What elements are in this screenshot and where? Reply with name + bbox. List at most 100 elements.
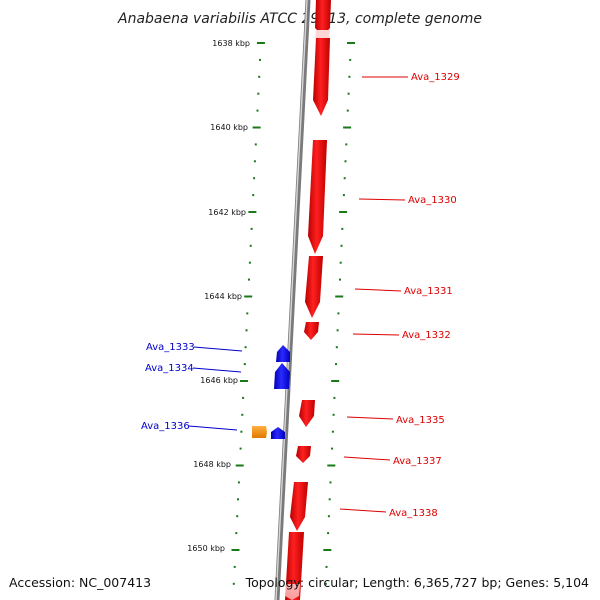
minor-tick — [237, 481, 240, 484]
gene-arrow-ava1330[interactable] — [308, 140, 327, 254]
scale-labels: 1638 kbp 1640 kbp 1642 kbp 1644 kbp 1646… — [187, 39, 250, 553]
minor-tick — [341, 227, 344, 230]
major-tick — [335, 295, 344, 298]
left-tick-track — [231, 42, 265, 585]
leader-line-ava1336 — [188, 425, 238, 431]
minor-tick — [245, 329, 248, 332]
minor-tick — [328, 498, 331, 501]
leader-line-ava1338 — [339, 508, 387, 513]
gene-arrow-ava1334[interactable] — [274, 363, 290, 389]
gene-label-ava1333[interactable]: Ava_1333 — [146, 342, 195, 353]
minor-tick — [237, 498, 239, 501]
right-tick-track — [323, 42, 355, 585]
minor-tick — [327, 532, 330, 535]
minor-tick — [239, 447, 242, 450]
minor-tick — [346, 109, 349, 112]
minor-tick — [336, 329, 339, 332]
minor-tick — [335, 363, 337, 366]
major-tick — [323, 549, 332, 551]
leader-line-ava1335 — [346, 416, 394, 420]
minor-tick — [340, 244, 343, 247]
forward-gene-labels: Ava_1333 Ava_1334 Ava_1336 — [141, 342, 243, 432]
gene-label-ava1337[interactable]: Ava_1337 — [393, 456, 442, 467]
minor-tick — [344, 160, 347, 163]
scale-label-1640: 1640 kbp — [210, 123, 248, 132]
minor-tick — [339, 261, 342, 264]
gene-arrow-faint — [315, 30, 330, 38]
genome-summary: Topology: circular; Length: 6,365,727 bp… — [245, 575, 589, 590]
leader-line-ava1333 — [193, 346, 243, 352]
major-tick — [235, 464, 244, 467]
minor-tick — [325, 565, 328, 568]
minor-tick — [233, 565, 236, 568]
minor-tick — [252, 194, 255, 197]
major-tick — [252, 126, 261, 129]
minor-tick — [333, 396, 336, 399]
minor-tick — [250, 227, 253, 230]
minor-tick — [329, 481, 332, 484]
genome-title: Anabaena variabilis ATCC 29413, complete… — [117, 11, 482, 27]
major-tick — [244, 295, 253, 298]
genome-backbone-highlight — [275, 0, 308, 600]
minor-tick — [235, 532, 238, 535]
gene-label-ava1336[interactable]: Ava_1336 — [141, 421, 190, 432]
minor-tick — [249, 244, 252, 247]
minor-tick — [327, 515, 330, 518]
minor-tick — [254, 143, 257, 146]
rna-feature-ava1336[interactable] — [252, 426, 267, 438]
accession-label: Accession: NC_007413 — [9, 575, 151, 590]
major-tick — [343, 126, 352, 129]
leader-line-ava1330 — [358, 198, 406, 201]
gene-label-ava1329[interactable]: Ava_1329 — [411, 72, 460, 83]
leader-line-ava1331 — [354, 288, 402, 292]
scale-label-1646: 1646 kbp — [200, 376, 238, 385]
scale-label-1650: 1650 kbp — [187, 544, 225, 553]
major-tick — [331, 380, 340, 382]
minor-tick — [347, 92, 350, 95]
minor-tick — [332, 413, 335, 416]
gene-arrow-ava1329[interactable] — [313, 38, 330, 116]
minor-tick — [348, 75, 351, 78]
major-tick — [327, 464, 336, 467]
minor-tick — [241, 413, 244, 416]
gene-arrow-ava1332[interactable] — [304, 322, 319, 340]
minor-tick — [248, 261, 251, 264]
gene-arrow-ava1336[interactable] — [271, 427, 285, 439]
leader-line-ava1334 — [192, 367, 242, 373]
gene-label-ava1335[interactable]: Ava_1335 — [396, 415, 445, 426]
minor-tick — [253, 177, 256, 180]
minor-tick — [324, 582, 327, 585]
gene-arrow-bottom-faint — [285, 584, 300, 600]
major-tick — [256, 42, 265, 44]
minor-tick — [257, 92, 260, 95]
minor-tick — [232, 582, 235, 585]
scale-label-1644: 1644 kbp — [204, 292, 242, 301]
minor-tick — [339, 278, 341, 281]
gene-label-ava1331[interactable]: Ava_1331 — [404, 286, 453, 297]
reverse-gene-labels: Ava_1329 Ava_1330 Ava_1331 Ava_1332 Ava_… — [339, 72, 460, 519]
gene-arrow-bottom-partial[interactable] — [285, 532, 304, 600]
minor-tick — [248, 278, 250, 281]
gene-label-ava1332[interactable]: Ava_1332 — [402, 330, 451, 341]
minor-tick — [342, 194, 345, 197]
minor-tick — [331, 430, 334, 433]
gene-label-ava1330[interactable]: Ava_1330 — [408, 195, 457, 206]
minor-tick — [236, 515, 239, 518]
major-tick — [240, 380, 248, 382]
minor-tick — [345, 143, 348, 146]
gene-arrow-ava1333[interactable] — [276, 345, 290, 362]
gene-label-ava1334[interactable]: Ava_1334 — [145, 363, 194, 374]
gene-arrow-ava1335[interactable] — [299, 400, 315, 427]
gene-label-ava1338[interactable]: Ava_1338 — [389, 508, 438, 519]
reverse-strand-genes — [285, 0, 331, 600]
minor-tick — [331, 447, 334, 450]
minor-tick — [256, 109, 259, 112]
gene-arrow-top-partial[interactable] — [315, 0, 331, 36]
gene-arrow-ava1331[interactable] — [305, 256, 323, 318]
genome-backbone — [274, 0, 311, 600]
gene-arrow-ava1338[interactable] — [290, 482, 308, 531]
scale-label-1648: 1648 kbp — [193, 460, 231, 469]
forward-strand-genes — [271, 345, 290, 439]
gene-arrow-ava1337[interactable] — [296, 446, 311, 463]
minor-tick — [243, 363, 246, 366]
